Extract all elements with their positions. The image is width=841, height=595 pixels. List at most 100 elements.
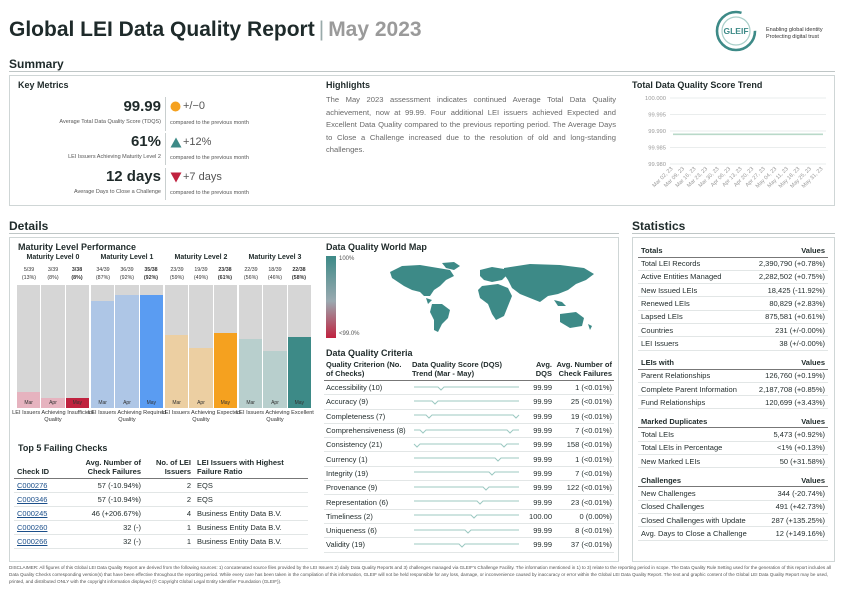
stats-row: LEI Issuers 38 (+/-0.00%) <box>638 336 828 351</box>
maturity-bar-track: Mar <box>91 285 115 408</box>
check-id-link[interactable]: C000260 <box>17 523 48 532</box>
criteria-row: Comprehensiveness (8) 99.99 7 (<0.01%) <box>324 423 614 439</box>
criteria-sparkline-line <box>414 500 519 505</box>
criteria-row: Accuracy (9) 99.99 25 (<0.01%) <box>324 394 614 410</box>
maturity-caption: LEI Issuers Achieving Insufficient Quali… <box>12 410 94 424</box>
stats-value: 38 (+/-0.00%) <box>753 336 828 351</box>
maturity-month-label: May <box>72 400 83 406</box>
criteria-cell-failures: 25 (<0.01%) <box>554 394 614 410</box>
details-title: Details <box>9 219 49 233</box>
maturity-month-label: Mar <box>246 400 255 406</box>
stats-row: Lapsed LEIs 875,581 (+0.61%) <box>638 310 828 324</box>
top5-cell-avg: 57 (-10.94%) <box>66 492 144 507</box>
maturity-count-ratio: 22/39 <box>244 267 258 273</box>
criteria-cell-name: Timeliness (2) <box>324 509 410 524</box>
maturity-count: 22/38 (58%) <box>287 266 311 282</box>
stats-row: New Issued LEIs 18,425 (-11.92%) <box>638 283 828 298</box>
criteria-cell-trend <box>410 494 526 510</box>
logo-text: GLEIF <box>723 26 748 36</box>
criteria-sparkline-line <box>413 443 519 448</box>
maturity-caption: LEI Issuers Achieving Expected Quality <box>161 410 241 424</box>
maturity-count-pct: (49%) <box>193 275 209 281</box>
map-north-america <box>390 265 454 296</box>
stats-label: Total LEIs in Percentage <box>638 441 754 456</box>
criteria-cell-trend <box>410 537 526 553</box>
criteria-sparkline-line <box>414 457 519 462</box>
top5-cell-id: C000260 <box>14 520 66 535</box>
maturity-count: 23/39 (59%) <box>165 266 189 282</box>
criteria-cell-dqs: 99.99 <box>526 466 554 482</box>
maturity-month-label: Mar <box>24 400 33 406</box>
maturity-counts: 5/39 (13%) 3/39 (8%) 3/38 (8%) <box>17 266 89 282</box>
maturity-count-pct: (92%) <box>143 275 159 281</box>
criteria-cell-dqs: 99.99 <box>526 451 554 467</box>
criteria-header-dqs: Avg. DQS <box>526 360 554 381</box>
maturity-count-ratio: 3/38 <box>71 267 83 273</box>
maturity-bar-track: Mar <box>17 285 41 408</box>
criteria-row: Accessibility (10) 99.99 1 (<0.01%) <box>324 380 614 396</box>
stats-group-header: Challenges Values <box>638 473 828 488</box>
maturity-bar <box>17 392 41 408</box>
challenge-days-value: 12 days <box>105 168 161 185</box>
criteria-cell-name: Provenance (9) <box>324 480 410 496</box>
map-central-america <box>426 298 432 304</box>
stats-row: New Marked LEIs 50 (+31.58%) <box>638 454 828 469</box>
top5-cell-avg: 46 (+206.67%) <box>66 506 144 521</box>
maturity-bar <box>287 336 311 408</box>
maturity-bar-track: May <box>287 285 311 408</box>
stats-value: 875,581 (+0.61%) <box>753 310 828 324</box>
maturity-bar-track: May <box>65 285 89 408</box>
maturity-count-ratio: 35/38 <box>144 267 158 273</box>
maturity-bar-track: Apr <box>189 285 213 408</box>
stats-value: 231 (+/-0.00%) <box>753 323 828 338</box>
map-greenland <box>442 262 460 270</box>
maturity-count: 5/39 (13%) <box>17 266 41 282</box>
maturity-bar <box>213 332 237 408</box>
top5-cell-highest: EQS <box>194 478 308 493</box>
maturity-level-column: Maturity Level 1 34/39 (87%) 36/39 (92%) 35/3… <box>88 254 166 423</box>
criteria-sparkline <box>414 471 519 477</box>
criteria-cell-trend <box>410 451 526 467</box>
key-metrics-title: Key Metrics <box>18 80 69 90</box>
criteria-cell-name: Uniqueness (6) <box>324 523 410 539</box>
stats-row: Closed Challenges with Update 287 (+135.2… <box>638 513 828 528</box>
stats-values-label: Values <box>753 244 828 258</box>
maturity-bar <box>65 398 89 408</box>
maturity-counts: 22/39 (56%) 18/39 (46%) 22/38 (58%) <box>239 266 311 282</box>
stats-value: 491 (+42.73%) <box>753 500 828 514</box>
maturity-bars: Mar Apr May <box>17 285 89 408</box>
tdqs-value: 99.99 <box>123 98 161 115</box>
trend-y-tick: 99.980 <box>648 162 666 168</box>
check-id-link[interactable]: C000346 <box>17 495 48 504</box>
maturity-count: 23/38 (61%) <box>213 266 237 282</box>
maturity-count: 18/39 (46%) <box>263 266 287 282</box>
maturity-count-pct: (58%) <box>291 275 307 281</box>
maturity-bar-track: Mar <box>239 285 263 408</box>
stats-group-header: Totals Values <box>638 244 828 258</box>
challenge-days-label: Average Days to Close a Challenge <box>73 189 161 195</box>
maturity-title: Maturity Level Performance <box>18 242 137 252</box>
check-id-link[interactable]: C000245 <box>17 509 48 518</box>
criteria-sparkline-line <box>414 471 519 477</box>
maturity2-compare: compared to the previous month <box>170 155 249 161</box>
criteria-cell-name: Representation (6) <box>324 494 410 510</box>
criteria-cell-name: Currency (1) <box>324 451 410 467</box>
maturity-bar-track: Apr <box>41 285 65 408</box>
stats-label: Closed Challenges <box>638 500 754 514</box>
check-id-link[interactable]: C000276 <box>17 481 48 490</box>
criteria-cell-dqs: 99.99 <box>526 437 554 453</box>
top5-row: C000266 32 (-) 1 Business Entity Data B.V. <box>14 534 308 549</box>
stats-row: Fund Relationships 120,699 (+3.43%) <box>638 395 828 410</box>
maturity-count-ratio: 19/39 <box>194 267 208 273</box>
criteria-cell-trend <box>410 394 526 410</box>
criteria-header-failures: Avg. Number of Check Failures <box>554 360 614 381</box>
stats-value: 2,390,790 (+0.78%) <box>753 257 828 271</box>
criteria-cell-dqs: 99.99 <box>526 409 554 424</box>
maturity-bar-track: May <box>213 285 237 408</box>
criteria-sparkline <box>414 500 519 505</box>
top5-header-row: Check ID Avg. Number of Check Failures N… <box>14 458 308 479</box>
check-id-link[interactable]: C000266 <box>17 537 48 546</box>
stats-values-label: Values <box>753 356 828 370</box>
criteria-cell-name: Accessibility (10) <box>324 380 410 396</box>
stats-value: 344 (-20.74%) <box>753 486 828 501</box>
